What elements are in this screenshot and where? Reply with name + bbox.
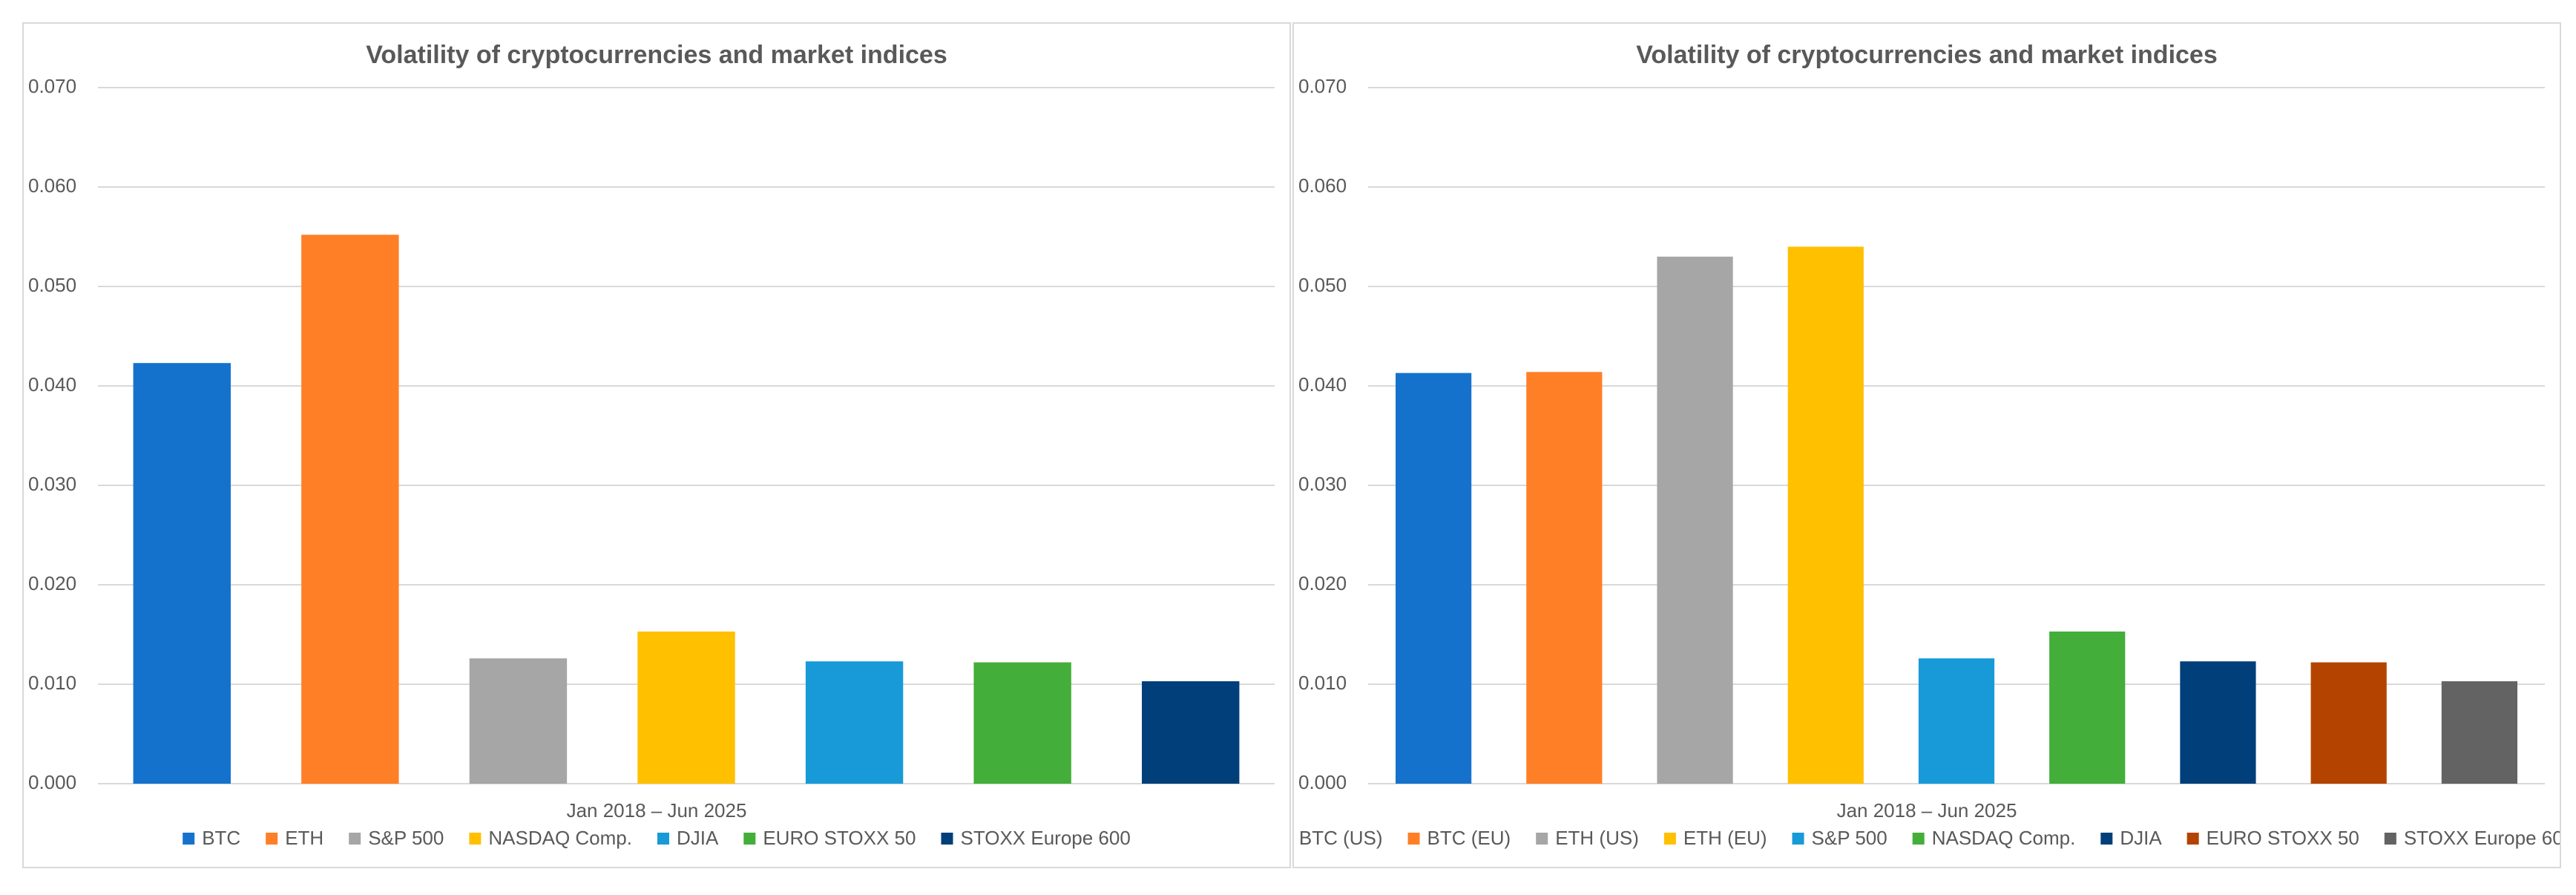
bar-chart-left: Volatility of cryptocurrencies and marke… [28,41,1275,849]
y-tick-label: 0.050 [1298,274,1347,296]
bar-stoxx-europe-600 [1142,681,1240,784]
legend-swatch [2186,833,2199,845]
bar-eth-us [1657,256,1733,784]
legend: BTC ETH S&P 500 NASDAQ Comp. DJIA EURO STOXX … [183,827,1131,849]
legend: BTC (US) BTC (EU) ETH (US) ETH (EU) S&P 500 N… [1299,827,2560,849]
x-axis-label: Jan 2018 – Jun 2025 [567,799,747,822]
bar-djia [2180,661,2256,784]
bar-btc-us [1396,373,1472,784]
legend-label: ETH (US) [1555,827,1639,849]
bar-s-p-500 [469,658,568,784]
legend-swatch [1536,833,1548,845]
y-tick-label: 0.040 [1298,373,1347,396]
legend-swatch [266,833,278,845]
legend-label: S&P 500 [1812,827,1887,849]
y-tick-label: 0.010 [28,672,76,694]
legend-swatch [349,833,361,845]
bar-euro-stoxx-50 [973,662,1071,784]
y-tick-label: 0.030 [28,473,76,495]
y-tick-label: 0.000 [1298,771,1347,793]
legend-swatch [743,833,756,845]
legend-swatch [183,833,195,845]
legend-swatch [2384,833,2396,845]
y-tick-label: 0.060 [1298,174,1347,197]
y-tick-label: 0.070 [1298,75,1347,97]
legend-label: ETH (EU) [1683,827,1767,849]
y-tick-label: 0.020 [28,572,76,594]
bar-stoxx-europe-600 [2441,681,2517,784]
y-tick-label: 0.060 [28,174,76,197]
legend-label: DJIA [2120,827,2162,849]
bar-eth-eu [1787,246,1864,784]
legend-swatch [1663,833,1676,845]
chart-title: Volatility of cryptocurrencies and marke… [366,41,947,69]
legend-swatch [1407,833,1420,845]
legend-label: STOXX Europe 600 [2404,827,2560,849]
legend-label: S&P 500 [368,827,444,849]
y-tick-label: 0.070 [28,75,76,97]
legend-swatch [469,833,482,845]
bar-eth [301,235,399,784]
legend-label: BTC [202,827,240,849]
x-axis-label: Jan 2018 – Jun 2025 [1837,799,2017,822]
legend-label: NASDAQ Comp. [488,827,632,849]
legend-swatch [1912,833,1925,845]
legend-swatch [1792,833,1804,845]
legend-label: BTC (US) [1299,827,1383,849]
chart-title: Volatility of cryptocurrencies and marke… [1636,41,2218,69]
legend-swatch [2100,833,2113,845]
y-tick-label: 0.050 [28,274,76,296]
bar-btc-eu [1526,372,1603,784]
chart-panel-left: Volatility of cryptocurrencies and marke… [22,22,1291,868]
legend-label: NASDAQ Comp. [1932,827,2076,849]
y-tick-label: 0.040 [28,373,76,396]
bar-s-p-500 [1918,658,1995,784]
bar-btc [133,363,231,784]
bar-euro-stoxx-50 [2310,662,2387,784]
bar-nasdaq-comp [2049,631,2126,784]
y-tick-label: 0.030 [1298,473,1347,495]
legend-swatch [657,833,669,845]
y-tick-label: 0.020 [1298,572,1347,594]
legend-label: EURO STOXX 50 [2207,827,2359,849]
chart-panel-right: Volatility of cryptocurrencies and marke… [1292,22,2561,868]
legend-label: ETH [285,827,323,849]
y-tick-label: 0.000 [28,771,76,793]
bar-chart-right: Volatility of cryptocurrencies and marke… [1298,41,2560,849]
legend-label: STOXX Europe 600 [960,827,1130,849]
legend-label: DJIA [677,827,719,849]
legend-swatch [941,833,953,845]
y-tick-label: 0.010 [1298,672,1347,694]
bar-djia [805,661,904,784]
bar-nasdaq-comp [637,631,735,784]
legend-label: EURO STOXX 50 [763,827,916,849]
legend-label: BTC (EU) [1427,827,1511,849]
